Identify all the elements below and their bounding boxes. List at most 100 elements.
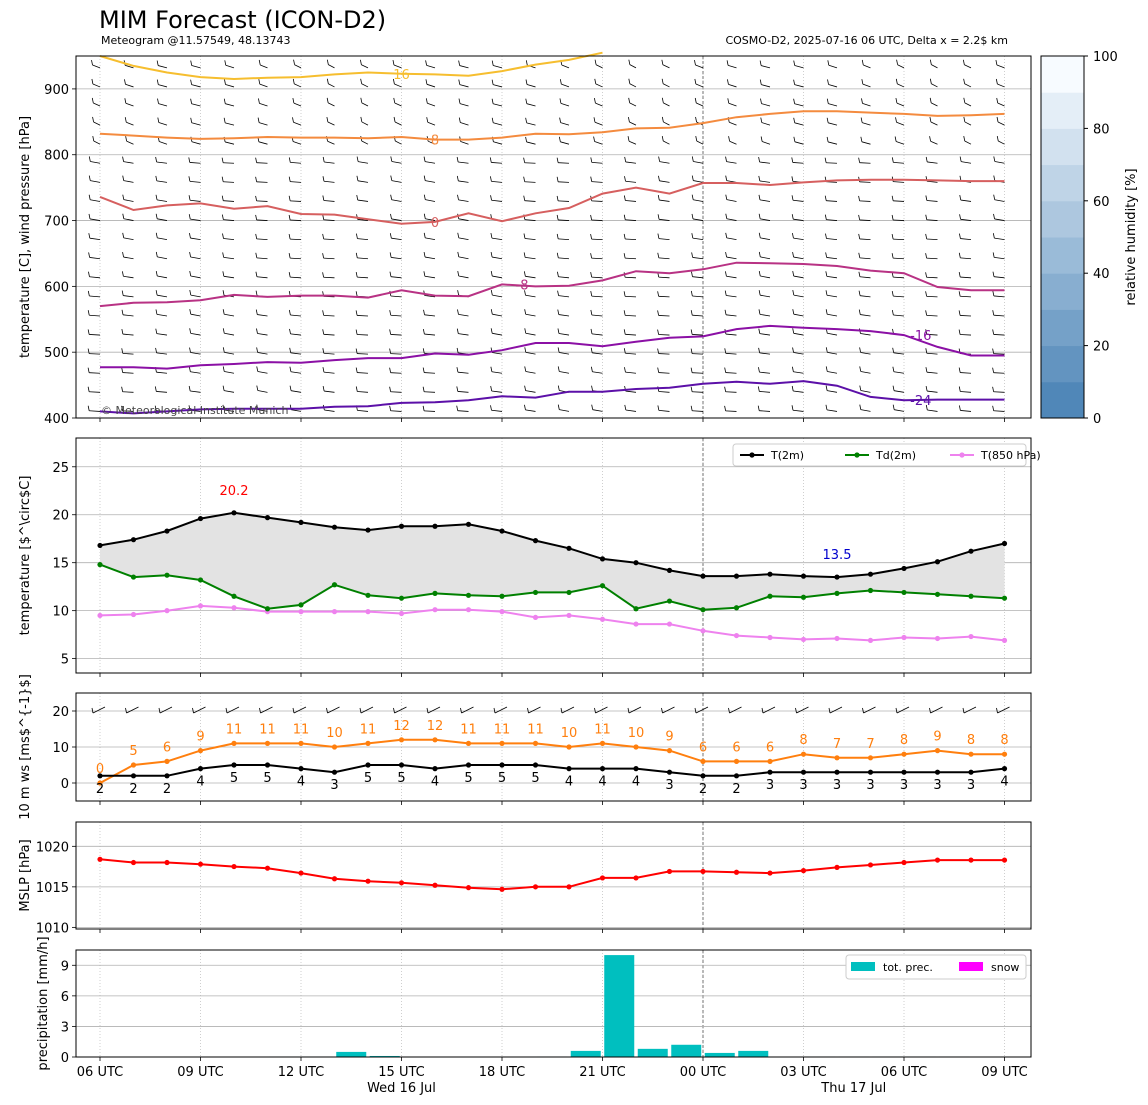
wind-barb-feather — [958, 252, 961, 258]
y-tick-label: 0 — [61, 1051, 69, 1066]
wind-barb — [223, 238, 235, 241]
wind-barb — [629, 121, 637, 126]
wind-barb — [659, 161, 670, 164]
wind-barb — [528, 706, 541, 714]
wind-barb — [491, 352, 503, 355]
wind-barb-feather — [861, 79, 864, 85]
wind-barb — [193, 706, 206, 714]
wind-barb — [926, 333, 938, 336]
colorbar-tick-label: 60 — [1093, 195, 1110, 210]
wind-barb-feather — [288, 195, 291, 201]
data-point — [733, 758, 740, 765]
wind-barb — [960, 410, 972, 412]
data-label: 4 — [431, 775, 439, 790]
data-label: 3 — [933, 778, 941, 793]
wind-barb — [426, 83, 436, 88]
wind-barb-feather — [694, 97, 697, 104]
wind-barb — [762, 141, 771, 145]
wind-barb-feather — [189, 251, 191, 258]
wind-barb — [960, 315, 972, 317]
wind-barb-feather — [255, 252, 258, 258]
wind-barb-feather — [594, 707, 596, 714]
data-point — [666, 769, 673, 775]
wind-barb-feather — [690, 310, 693, 316]
data-point — [499, 528, 505, 534]
wind-barb-feather — [724, 348, 727, 354]
wind-barb — [893, 238, 905, 241]
data-point — [432, 882, 438, 888]
wind-barb-feather — [88, 213, 91, 220]
data-point — [264, 606, 271, 612]
wind-barb — [761, 103, 771, 107]
wind-barb — [760, 256, 771, 260]
data-point — [197, 515, 204, 522]
wind-barb — [89, 334, 101, 336]
wind-barb — [328, 83, 335, 88]
wind-barb — [256, 181, 268, 183]
wind-barb-feather — [326, 707, 328, 714]
wind-barb-feather — [559, 117, 562, 123]
data-point — [566, 744, 572, 750]
wind-barb-feather — [929, 78, 932, 84]
wind-barb-feather — [993, 194, 996, 200]
wind-barb — [692, 353, 704, 355]
wind-barb — [759, 371, 771, 374]
wind-barb-feather — [925, 156, 928, 163]
data-label: 4 — [598, 775, 606, 790]
wind-barb-feather — [628, 97, 631, 103]
wind-barb-feather — [725, 251, 727, 258]
wind-barb — [693, 180, 704, 183]
wind-barb-feather — [392, 59, 395, 66]
wind-barb — [591, 181, 603, 183]
wind-barb — [526, 141, 536, 145]
data-point — [633, 621, 639, 627]
wind-barb — [156, 180, 168, 183]
wind-barb — [629, 83, 637, 88]
x-tick-label: 09 UTC — [177, 1065, 223, 1080]
wind-barb — [458, 256, 469, 260]
wind-barb — [859, 200, 871, 202]
wind-barb-feather — [490, 309, 493, 315]
wind-barb — [930, 121, 938, 126]
y-tick-label: 10 — [52, 741, 69, 756]
wind-barb — [759, 199, 771, 202]
data-label: 11 — [460, 722, 477, 737]
wind-barb — [964, 140, 972, 145]
wind-barb-feather — [490, 233, 493, 239]
wind-barb — [391, 218, 402, 221]
data-label: 12 — [427, 719, 444, 734]
data-label: 11 — [293, 722, 310, 737]
wind-barb-feather — [590, 234, 592, 240]
wind-barb-feather — [791, 366, 794, 372]
data-point — [264, 515, 271, 521]
wind-barb-feather — [390, 194, 393, 200]
wind-barb — [123, 275, 134, 279]
wind-barb — [893, 276, 905, 279]
wind-barb-feather — [355, 367, 358, 373]
data-point — [298, 740, 304, 747]
wind-barb — [826, 294, 838, 298]
x-tick-label: 09 UTC — [981, 1065, 1027, 1080]
series-T(2m) — [97, 510, 1008, 580]
data-point — [499, 740, 505, 747]
wind-barb-feather — [828, 707, 831, 714]
wind-barb — [425, 256, 436, 260]
wind-barb-feather — [155, 270, 158, 277]
series-line — [99, 858, 1005, 891]
wind-barb-feather — [992, 348, 995, 354]
wind-barb — [826, 275, 838, 279]
x-tick-label: 06 UTC — [881, 1065, 927, 1080]
wind-barb — [625, 238, 637, 241]
wind-barb — [324, 161, 335, 164]
wind-barb-feather — [225, 707, 228, 714]
data-label: 11 — [226, 722, 243, 737]
wind-barb — [663, 121, 670, 126]
series-T(850 hPa) — [97, 603, 1008, 643]
legend-label: T(850 hPa) — [980, 449, 1041, 462]
wind-barb — [827, 390, 838, 393]
data-point — [398, 762, 405, 768]
wind-barb-feather — [189, 328, 192, 334]
wind-barb-feather — [322, 233, 325, 240]
wind-barb-feather — [791, 195, 794, 201]
wind-barb-feather — [190, 60, 193, 66]
